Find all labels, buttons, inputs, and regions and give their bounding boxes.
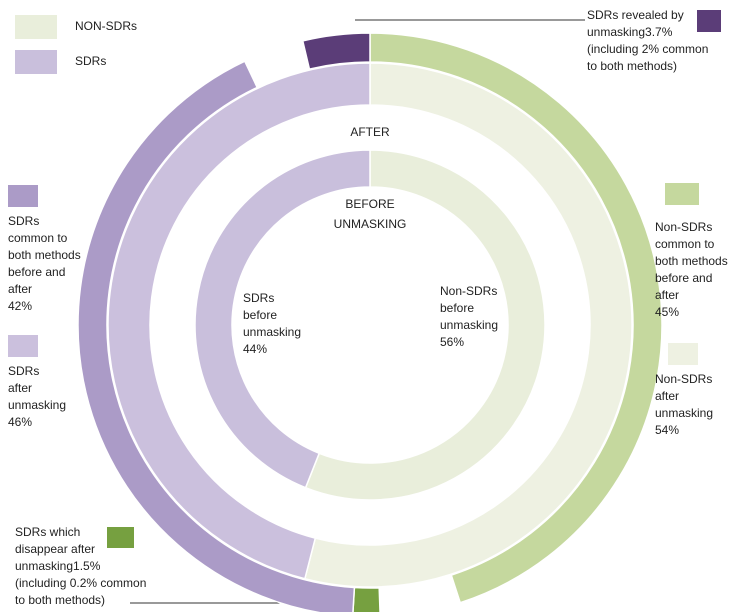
legend-swatch [15, 50, 57, 74]
annotation-text: common to [655, 237, 715, 251]
annotation-swatch [668, 343, 698, 365]
ring-label: UNMASKING [334, 217, 407, 231]
annotation-line: after [655, 288, 679, 302]
ring-segment [369, 32, 663, 604]
annotation-swatch [665, 183, 699, 205]
annotation-note: (including 2% common [587, 42, 708, 56]
annotation-text: SDRs [8, 214, 39, 228]
annotation-text: SDRs which [15, 525, 80, 539]
annotation-line: before and [655, 271, 712, 285]
annotation-line: after [8, 381, 32, 395]
ring-label: BEFORE [345, 197, 394, 211]
annotation-text: unmasking [440, 318, 498, 332]
ring-segment [107, 62, 371, 580]
annotation-line: unmasking [440, 318, 498, 332]
annotation-line: before [243, 308, 277, 322]
value-label: 45% [655, 305, 679, 319]
value-label: 56% [440, 335, 464, 349]
ring-segment [303, 62, 633, 588]
annotation-text: unmasking [655, 406, 713, 420]
ring-segment [301, 32, 371, 70]
annotation-line: SDRs [8, 364, 39, 378]
annotation-line: before and [8, 265, 65, 279]
legend-swatch [15, 15, 57, 39]
annotation-text: SDRs [243, 291, 274, 305]
annotation-line: unmasking [587, 25, 645, 39]
annotation-line: unmasking [655, 406, 713, 420]
annotation-text: Non-SDRs [655, 220, 712, 234]
ring-segment [352, 586, 381, 612]
annotation-line: Non-SDRs [655, 220, 712, 234]
ring-label: AFTER [350, 125, 390, 139]
value-label: 46% [8, 415, 32, 429]
annotation-text: Non-SDRs [655, 372, 712, 386]
annotation-line: SDRs [243, 291, 274, 305]
annotation-text: after [655, 389, 679, 403]
annotation-line: before [440, 301, 474, 315]
value-label: 1.5% [73, 559, 101, 573]
ring-segment [194, 149, 371, 489]
value-label: 42% [8, 299, 32, 313]
annotation-line: unmasking [8, 398, 66, 412]
annotation-swatch [8, 185, 38, 207]
annotation-text: before and [8, 265, 65, 279]
annotation-line: both methods [655, 254, 728, 268]
annotation-text: before and [655, 271, 712, 285]
ring-segment [304, 149, 546, 501]
annotation-line: unmasking [243, 325, 301, 339]
annotation-text: unmasking1.5% [15, 559, 101, 573]
annotation-line: disappear after [15, 542, 95, 556]
value-label: 3.7% [645, 25, 673, 39]
value-label: 54% [655, 423, 679, 437]
annotation-line: unmasking [15, 559, 73, 573]
ring-segment [77, 60, 356, 612]
legend-label: SDRs [75, 54, 106, 68]
value-label: 44% [243, 342, 267, 356]
legend-label: NON-SDRs [75, 19, 137, 33]
annotation-text: unmasking3.7% [587, 25, 673, 39]
annotation-text: both methods [655, 254, 728, 268]
annotation-text: SDRs [8, 364, 39, 378]
annotation-line: SDRs revealed by [587, 8, 684, 22]
annotation-text: unmasking [8, 398, 66, 412]
annotation-text: after [655, 288, 679, 302]
annotation-swatch [107, 527, 134, 548]
annotation-swatch [697, 10, 721, 32]
annotation-line: common to [655, 237, 715, 251]
annotation-line: Non-SDRs [440, 284, 497, 298]
annotation-line: after [655, 389, 679, 403]
annotation-swatch [8, 335, 38, 357]
annotation-note: (including 0.2% common [15, 576, 146, 590]
annotation-text: disappear after [15, 542, 95, 556]
annotation-line: after [8, 282, 32, 296]
annotation-text: after [8, 381, 32, 395]
annotation-text: before [243, 308, 277, 322]
annotation-text: both methods [8, 248, 81, 262]
annotation-line: SDRs which [15, 525, 80, 539]
annotation-text: before [440, 301, 474, 315]
annotation-text: after [8, 282, 32, 296]
annotation-note: to both methods) [15, 593, 105, 607]
annotation-line: common to [8, 231, 68, 245]
annotation-text: unmasking [243, 325, 301, 339]
annotation-text: common to [8, 231, 68, 245]
annotation-line: SDRs [8, 214, 39, 228]
annotation-line: both methods [8, 248, 81, 262]
annotation-note: to both methods) [587, 59, 677, 73]
annotation-text: SDRs revealed by [587, 8, 684, 22]
annotation-text: Non-SDRs [440, 284, 497, 298]
annotation-line: Non-SDRs [655, 372, 712, 386]
